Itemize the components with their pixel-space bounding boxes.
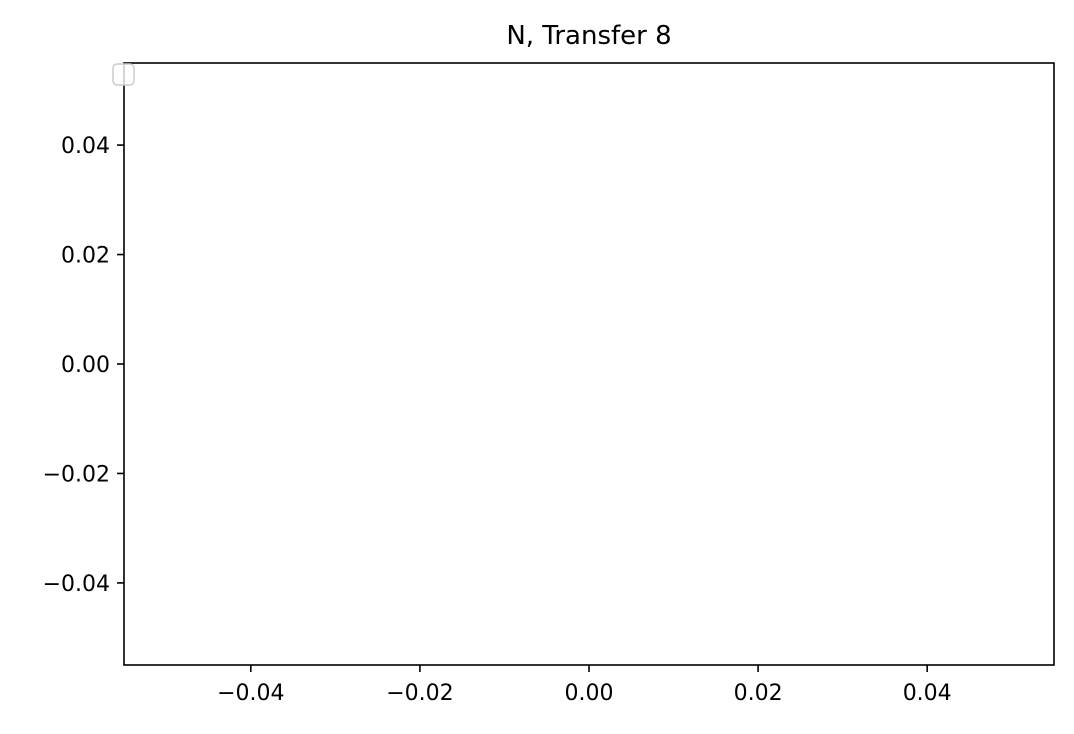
y-tick-label: 0.04 (61, 134, 110, 159)
x-tick-label: −0.02 (386, 681, 453, 706)
x-axis: −0.04 −0.02 0.00 0.02 0.04 (217, 665, 952, 706)
y-tick-label: −0.04 (43, 572, 110, 597)
x-tick-label: 0.02 (734, 681, 783, 706)
x-tick-label: −0.04 (217, 681, 284, 706)
y-tick-label: 0.00 (61, 353, 110, 378)
x-tick-label: 0.00 (565, 681, 614, 706)
y-axis: 0.04 0.02 0.00 −0.02 −0.04 (43, 134, 124, 597)
y-tick-label: 0.02 (61, 244, 110, 269)
y-tick-label: −0.02 (43, 462, 110, 487)
x-tick-label: 0.04 (903, 681, 952, 706)
plot-area-frame (123, 62, 1055, 666)
legend-box (112, 63, 135, 86)
chart-title: N, Transfer 8 (506, 21, 671, 51)
